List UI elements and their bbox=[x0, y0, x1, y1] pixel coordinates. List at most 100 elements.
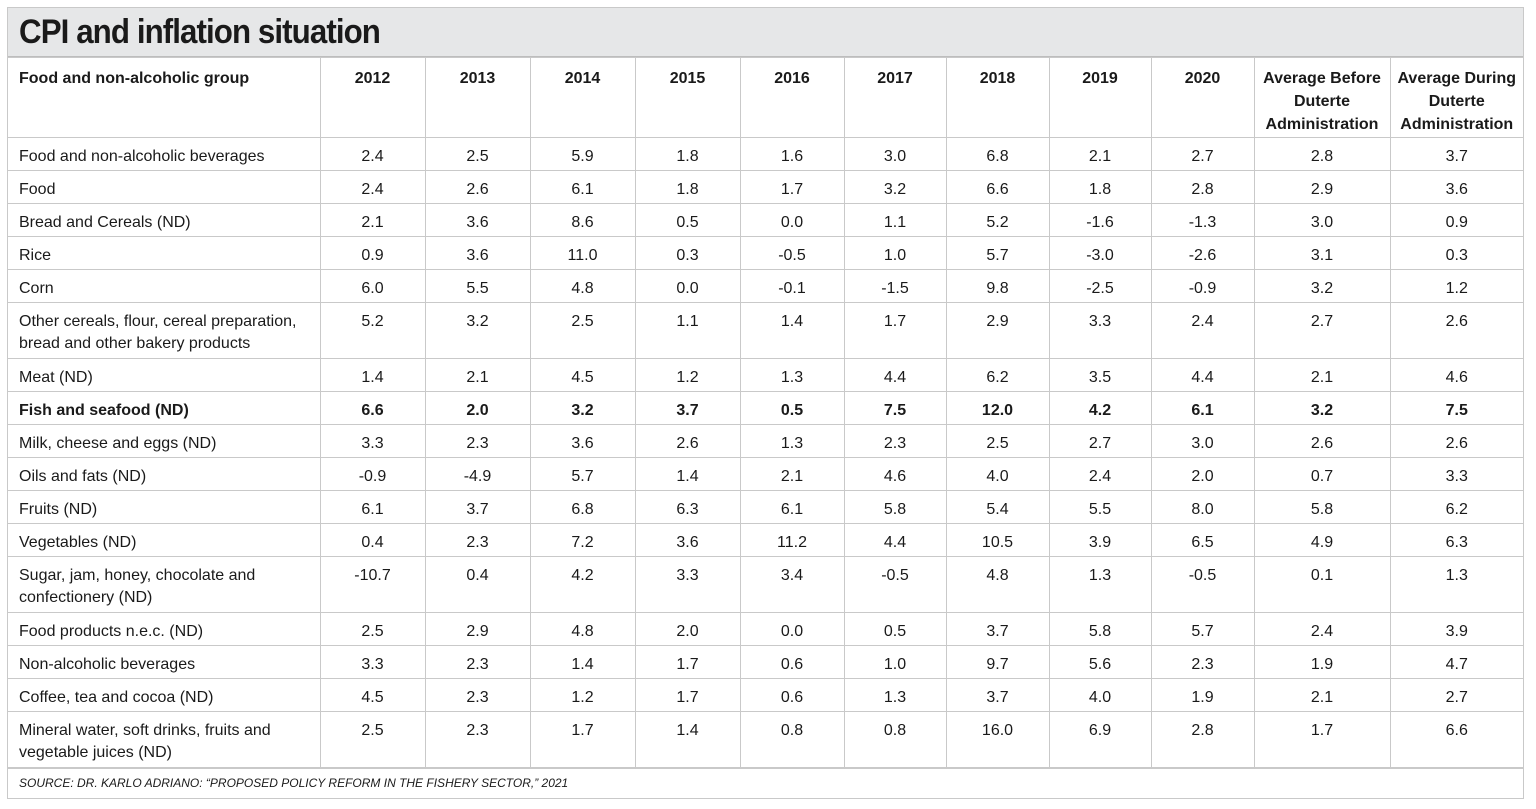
value-cell: 1.4 bbox=[739, 302, 845, 359]
value-cell: 4.0 bbox=[945, 457, 1050, 491]
value-cell: 4.7 bbox=[1389, 645, 1523, 679]
value-cell: 5.6 bbox=[1048, 645, 1152, 679]
value-cell: 6.0 bbox=[319, 269, 426, 303]
row-label: Fruits (ND) bbox=[8, 490, 321, 524]
value-cell: 1.7 bbox=[634, 645, 741, 679]
value-cell: 1.0 bbox=[843, 645, 947, 679]
value-cell: 6.2 bbox=[1389, 490, 1523, 524]
column-header: 2020 bbox=[1150, 57, 1255, 138]
value-cell: 2.9 bbox=[1253, 170, 1391, 204]
table-row: Food and non-alcoholic beverages 2.4 2.5 5.… bbox=[8, 137, 1523, 171]
value-cell: 5.5 bbox=[424, 269, 531, 303]
value-cell: 3.5 bbox=[1048, 358, 1152, 392]
value-cell: 1.7 bbox=[634, 678, 741, 712]
value-cell: 3.2 bbox=[529, 391, 636, 425]
value-cell: 2.4 bbox=[1253, 612, 1391, 646]
column-header: 2014 bbox=[529, 57, 636, 138]
value-cell: 2.3 bbox=[424, 645, 531, 679]
value-cell: 4.2 bbox=[1048, 391, 1152, 425]
value-cell: 2.1 bbox=[1048, 137, 1152, 171]
table-row: Meat (ND) 1.4 2.1 4.5 1.2 1.3 4.4 6.2 3.5 4.4 2.1 4… bbox=[8, 358, 1523, 392]
column-header: 2013 bbox=[424, 57, 531, 138]
value-cell: 11.2 bbox=[739, 523, 845, 557]
value-cell: 4.4 bbox=[843, 523, 947, 557]
value-cell: 12.0 bbox=[945, 391, 1050, 425]
value-cell: 3.3 bbox=[319, 645, 426, 679]
value-cell: 6.6 bbox=[319, 391, 426, 425]
value-cell: 3.2 bbox=[1253, 269, 1391, 303]
value-cell: 10.5 bbox=[945, 523, 1050, 557]
value-cell: 7.5 bbox=[843, 391, 947, 425]
value-cell: 0.3 bbox=[1389, 236, 1523, 270]
row-label: Non-alcoholic beverages bbox=[8, 645, 321, 679]
value-cell: 1.9 bbox=[1253, 645, 1391, 679]
value-cell: 2.5 bbox=[945, 424, 1050, 458]
row-label: Food bbox=[8, 170, 321, 204]
value-cell: -0.5 bbox=[843, 556, 947, 613]
value-cell: 3.3 bbox=[1389, 457, 1523, 491]
value-cell: 2.0 bbox=[424, 391, 531, 425]
value-cell: 6.5 bbox=[1150, 523, 1255, 557]
row-label: Bread and Cereals (ND) bbox=[8, 203, 321, 237]
value-cell: -1.3 bbox=[1150, 203, 1255, 237]
value-cell: 1.8 bbox=[634, 170, 741, 204]
table-row: Food 2.4 2.6 6.1 1.8 1.7 3.2 6.6 1.8 2.8 2.9 3.6 bbox=[8, 170, 1523, 204]
value-cell: 1.4 bbox=[319, 358, 426, 392]
value-cell: 7.2 bbox=[529, 523, 636, 557]
value-cell: 2.8 bbox=[1150, 711, 1255, 768]
column-header: 2017 bbox=[843, 57, 947, 138]
value-cell: 1.4 bbox=[529, 645, 636, 679]
value-cell: 3.2 bbox=[843, 170, 947, 204]
column-header: 2018 bbox=[945, 57, 1050, 138]
value-cell: 2.4 bbox=[1048, 457, 1152, 491]
value-cell: 0.5 bbox=[739, 391, 845, 425]
value-cell: 3.9 bbox=[1048, 523, 1152, 557]
value-cell: 1.3 bbox=[843, 678, 947, 712]
value-cell: 6.1 bbox=[739, 490, 845, 524]
value-cell: 1.2 bbox=[634, 358, 741, 392]
table-title: CPI and inflation situation bbox=[19, 13, 381, 51]
column-header: Average Before Duterte Administration bbox=[1253, 57, 1391, 138]
value-cell: 1.8 bbox=[1048, 170, 1152, 204]
value-cell: 6.1 bbox=[529, 170, 636, 204]
table-row: Mineral water, soft drinks, fruits and v… bbox=[8, 711, 1523, 768]
value-cell: 4.8 bbox=[529, 269, 636, 303]
value-cell: -2.6 bbox=[1150, 236, 1255, 270]
table-row: Vegetables (ND) 0.4 2.3 7.2 3.6 11.2 4.4 10.5 3.… bbox=[8, 523, 1523, 557]
value-cell: 4.6 bbox=[843, 457, 947, 491]
value-cell: 2.4 bbox=[319, 170, 426, 204]
value-cell: 4.0 bbox=[1048, 678, 1152, 712]
value-cell: 6.9 bbox=[1048, 711, 1152, 768]
value-cell: 3.2 bbox=[424, 302, 531, 359]
value-cell: 2.6 bbox=[424, 170, 531, 204]
column-header: 2015 bbox=[634, 57, 741, 138]
value-cell: 0.9 bbox=[1389, 203, 1523, 237]
value-cell: 6.3 bbox=[634, 490, 741, 524]
value-cell: 3.7 bbox=[424, 490, 531, 524]
header-row: Food and non-alcoholic group 2012 2013 2014… bbox=[8, 57, 1523, 138]
value-cell: 3.3 bbox=[319, 424, 426, 458]
table-row: Fruits (ND) 6.1 3.7 6.8 6.3 6.1 5.8 5.4 5.5 8.0 5.… bbox=[8, 490, 1523, 524]
value-cell: 3.0 bbox=[843, 137, 947, 171]
value-cell: 5.5 bbox=[1048, 490, 1152, 524]
value-cell: 1.7 bbox=[529, 711, 636, 768]
value-cell: 2.5 bbox=[424, 137, 531, 171]
value-cell: 2.6 bbox=[1389, 424, 1523, 458]
row-label: Coffee, tea and cocoa (ND) bbox=[8, 678, 321, 712]
title-band: CPI and inflation situation bbox=[8, 8, 1523, 57]
value-cell: 1.4 bbox=[634, 711, 741, 768]
value-cell: 5.7 bbox=[945, 236, 1050, 270]
table-row: Oils and fats (ND) -0.9 -4.9 5.7 1.4 2.1 4.6 4.… bbox=[8, 457, 1523, 491]
value-cell: 1.3 bbox=[739, 424, 845, 458]
value-cell: 0.8 bbox=[843, 711, 947, 768]
value-cell: 4.2 bbox=[529, 556, 636, 613]
value-cell: 3.3 bbox=[634, 556, 741, 613]
value-cell: -1.5 bbox=[843, 269, 947, 303]
value-cell: 2.4 bbox=[1150, 302, 1255, 359]
value-cell: -0.5 bbox=[739, 236, 845, 270]
value-cell: 8.0 bbox=[1150, 490, 1255, 524]
row-label: Milk, cheese and eggs (ND) bbox=[8, 424, 321, 458]
value-cell: 5.2 bbox=[945, 203, 1050, 237]
value-cell: 0.9 bbox=[319, 236, 426, 270]
value-cell: 5.7 bbox=[1150, 612, 1255, 646]
